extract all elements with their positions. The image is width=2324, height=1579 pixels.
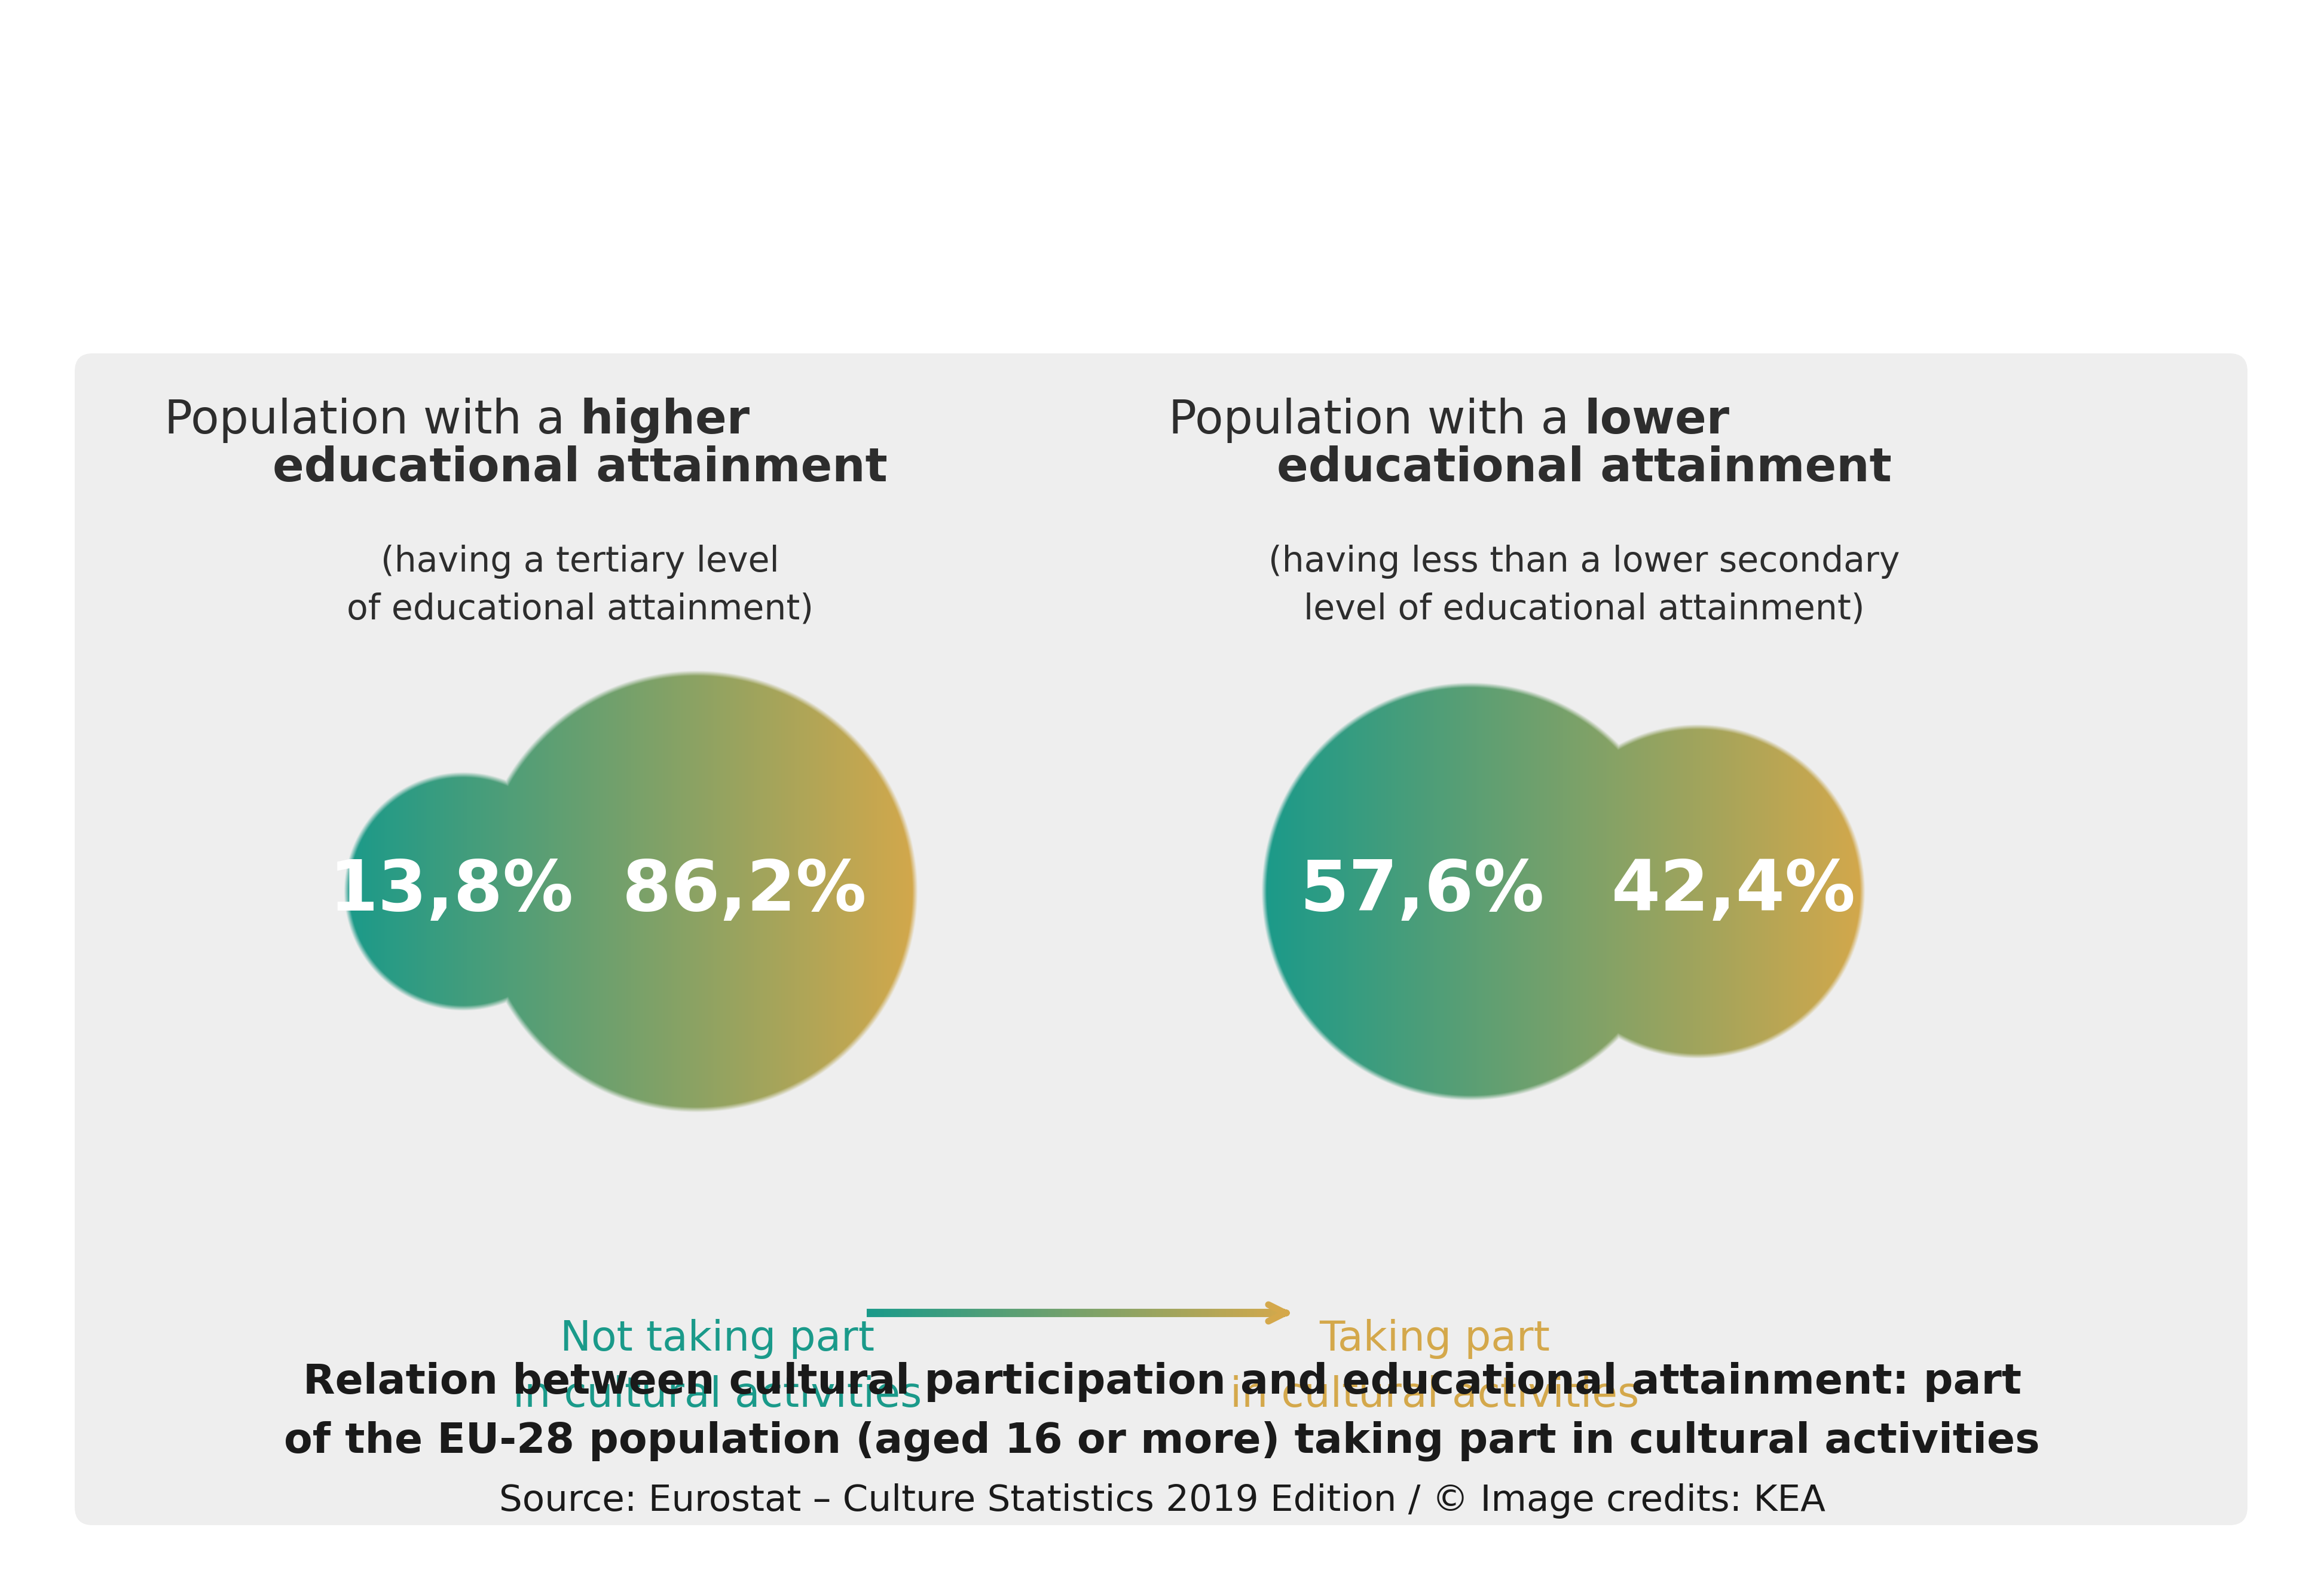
Text: higher: higher bbox=[579, 398, 751, 444]
Text: lower: lower bbox=[1585, 398, 1729, 444]
Text: educational attainment: educational attainment bbox=[272, 445, 888, 491]
Text: 13,8%: 13,8% bbox=[330, 857, 574, 925]
Text: 57,6%: 57,6% bbox=[1299, 857, 1545, 925]
Text: Taking part
in cultural activities: Taking part in cultural activities bbox=[1229, 1318, 1638, 1415]
FancyBboxPatch shape bbox=[74, 354, 2247, 1525]
Text: Population with a: Population with a bbox=[165, 398, 579, 444]
Text: 86,2%: 86,2% bbox=[623, 857, 867, 925]
Text: Population with a: Population with a bbox=[1169, 398, 1585, 444]
Text: Source: Eurostat – Culture Statistics 2019 Edition / © Image credits: KEA: Source: Eurostat – Culture Statistics 20… bbox=[500, 1484, 1824, 1519]
Text: Not taking part
in cultural activities: Not taking part in cultural activities bbox=[514, 1318, 923, 1415]
Text: Relation between cultural participation and educational attainment: part
of the : Relation between cultural participation … bbox=[284, 1361, 2040, 1461]
Text: (having less than a lower secondary
level of educational attainment): (having less than a lower secondary leve… bbox=[1269, 545, 1899, 627]
Text: educational attainment: educational attainment bbox=[1276, 445, 1892, 491]
Text: 42,4%: 42,4% bbox=[1611, 857, 1855, 925]
Text: (having a tertiary level
of educational attainment): (having a tertiary level of educational … bbox=[346, 545, 813, 627]
